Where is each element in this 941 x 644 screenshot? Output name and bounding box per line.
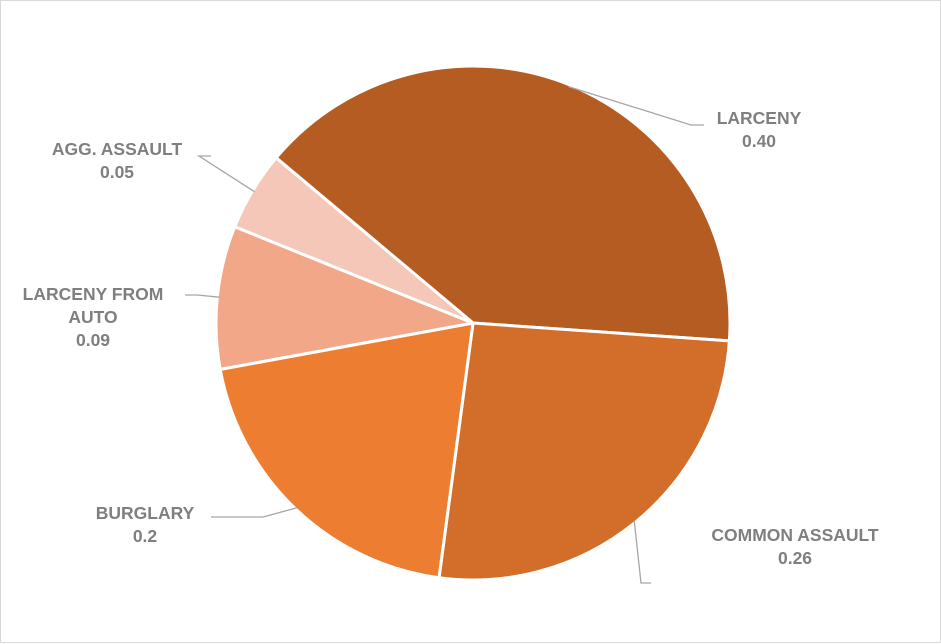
slice-value-label: 0.26 [777, 548, 813, 568]
pie-slice-larceny [274, 64, 732, 343]
leader-line [211, 507, 298, 518]
leader-line [568, 85, 704, 126]
data-label-larceny-from-auto: LARCENY FROM AUTO 0.09 [5, 283, 181, 352]
leader-line [196, 155, 255, 193]
slice-category-label: COMMON ASSAULT [711, 525, 879, 545]
data-label-common-assault: COMMON ASSAULT 0.26 [682, 524, 908, 570]
slice-category-label: LARCENY [716, 108, 802, 128]
slice-category-label: LARCENY FROM AUTO [22, 284, 164, 327]
pie-slice-common-assault [437, 321, 731, 582]
slice-category-label: AGG. ASSAULT [51, 139, 183, 159]
slice-value-label: 0.05 [99, 162, 135, 182]
data-label-agg-assault: AGG. ASSAULT 0.05 [31, 138, 203, 184]
data-label-burglary: BURGLARY 0.2 [75, 502, 215, 548]
leader-line [633, 520, 651, 584]
data-label-larceny: LARCENY 0.40 [693, 107, 825, 153]
slice-category-label: BURGLARY [95, 503, 195, 523]
slice-value-label: 0.40 [741, 131, 777, 151]
pie-slice-burglary [218, 321, 475, 580]
slice-value-label: 0.2 [132, 526, 158, 546]
leader-line [185, 294, 220, 298]
slice-value-label: 0.09 [75, 330, 111, 350]
